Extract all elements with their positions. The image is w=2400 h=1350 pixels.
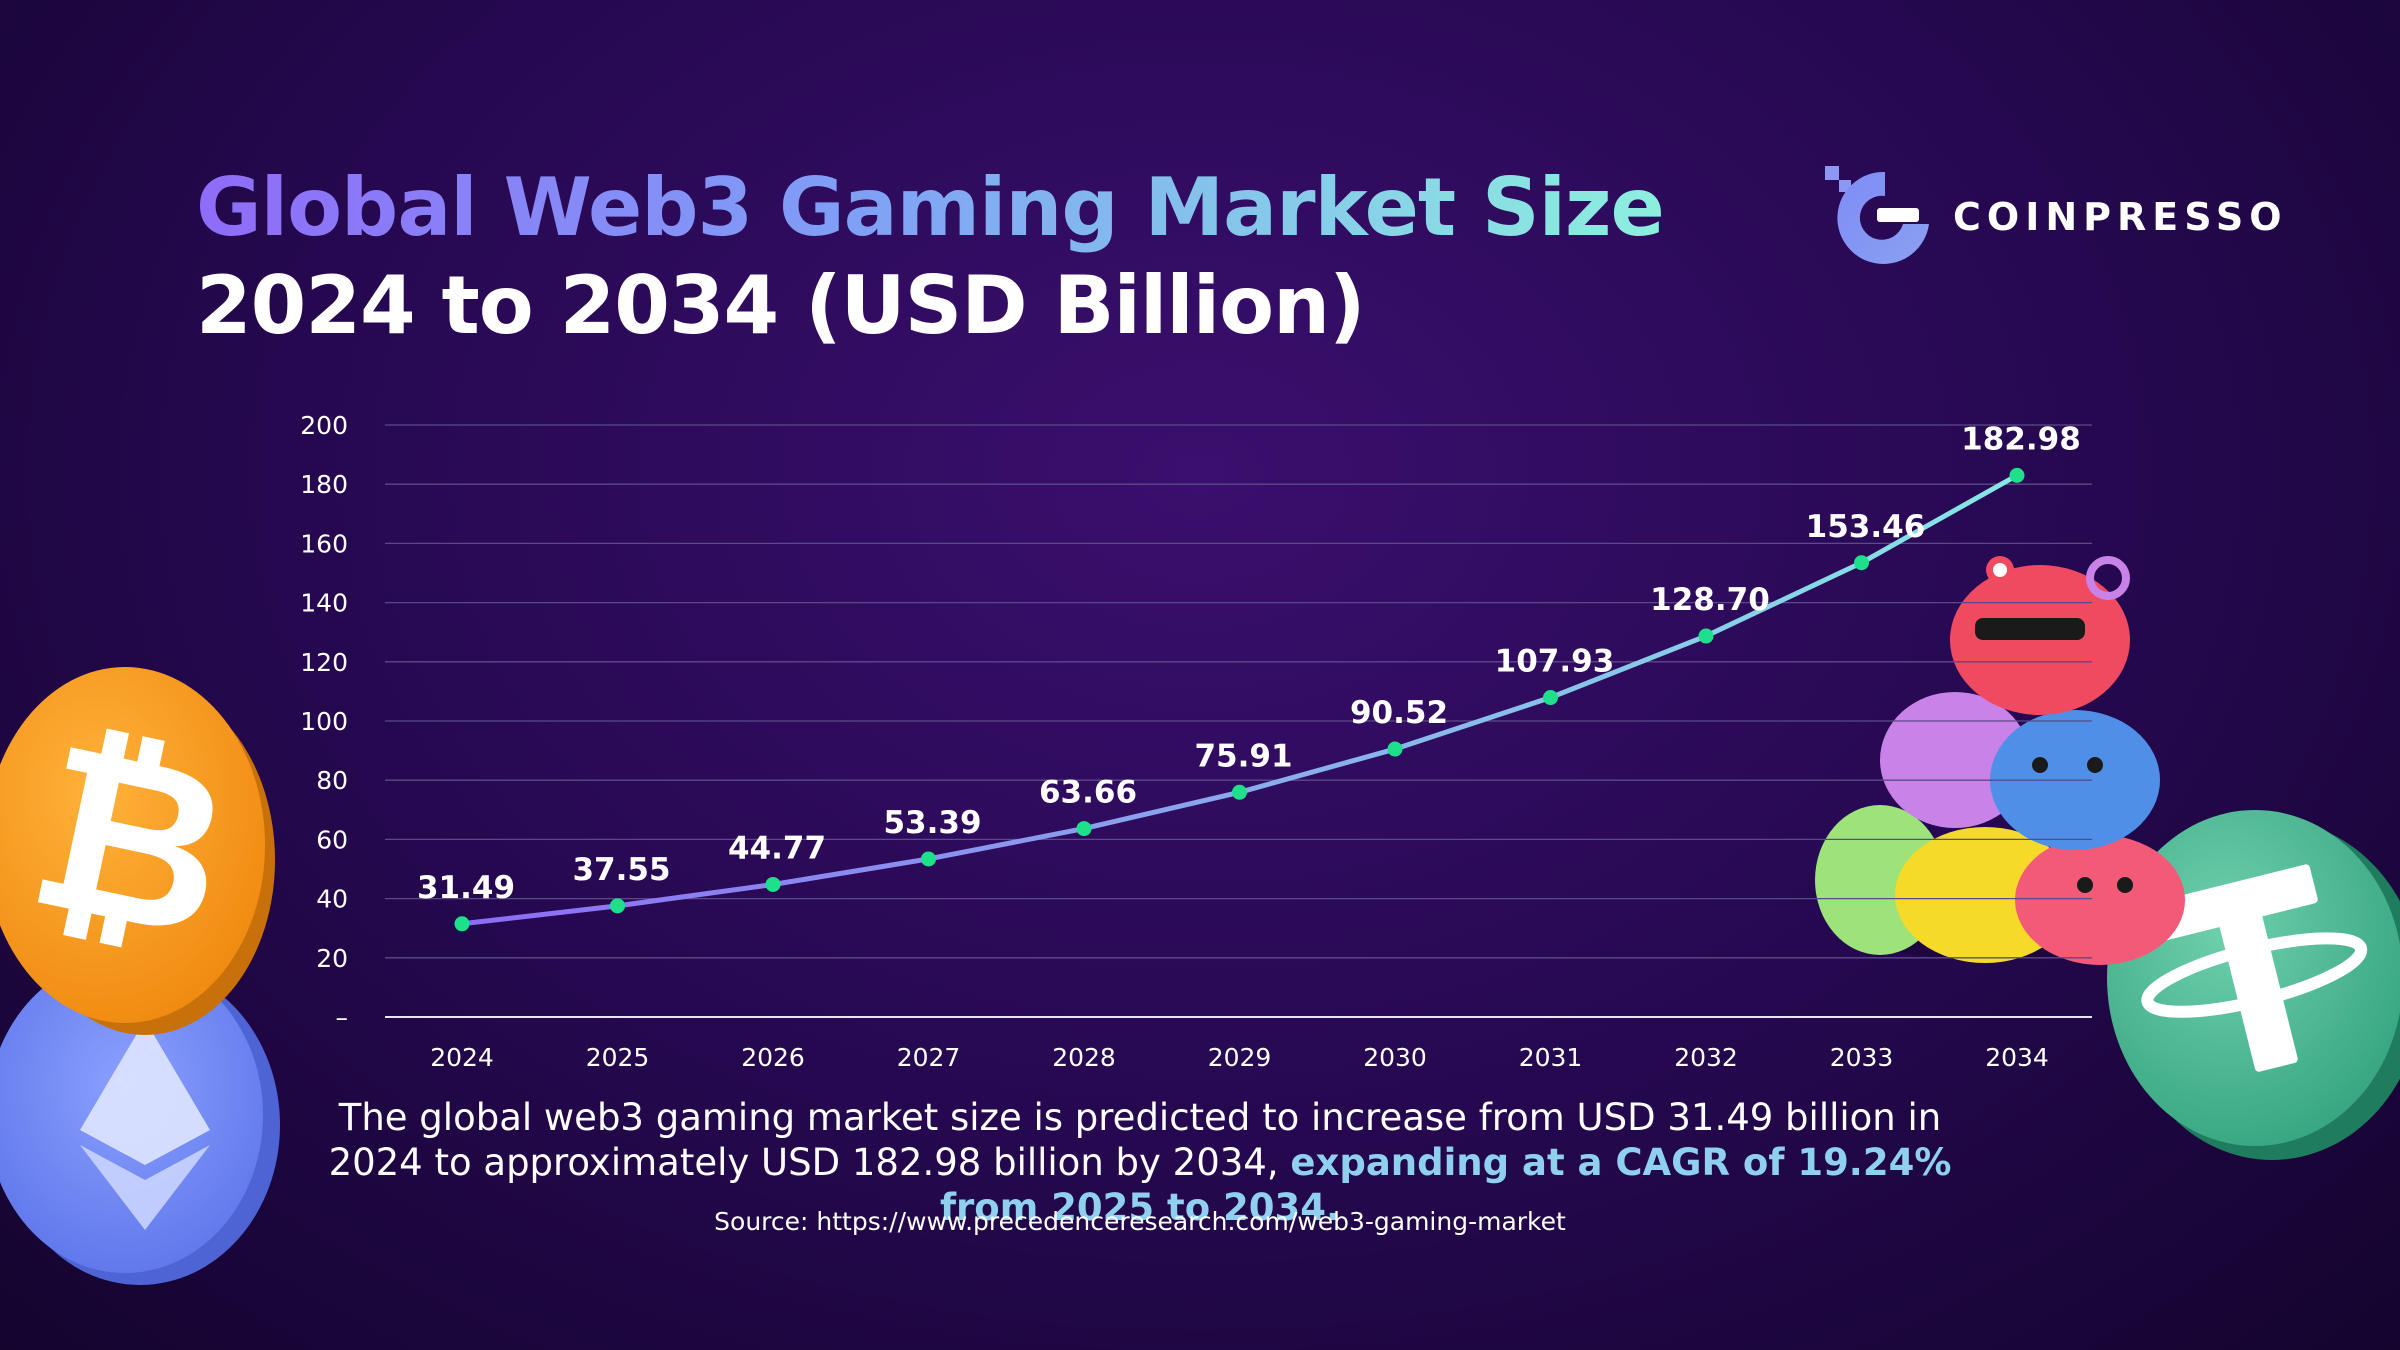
x-tick-label: 2026 [741, 1043, 805, 1072]
y-tick-label: 40 [316, 885, 348, 914]
chart-points [454, 467, 2025, 932]
y-tick-label: 200 [300, 411, 348, 440]
data-label: 75.91 [1194, 738, 1292, 774]
data-label: 37.55 [572, 852, 670, 888]
x-tick-label: 2029 [1208, 1043, 1272, 1072]
brand-name: COINPRESSO [1953, 195, 2288, 239]
y-tick-label: 80 [316, 766, 348, 795]
data-point [610, 898, 625, 914]
source-text: Source: https://www.precedenceresearch.c… [714, 1207, 1566, 1236]
data-label: 128.70 [1650, 582, 1770, 618]
data-label: 182.98 [1961, 421, 2081, 457]
y-tick-label: 180 [300, 470, 348, 499]
data-label: 63.66 [1039, 775, 1137, 811]
coinpresso-logo-icon [1825, 166, 1929, 264]
x-tick-label: 2028 [1052, 1043, 1116, 1072]
x-axis-tick-labels: 2024 2025 2026 2027 2028 2029 2030 2031 2032 2033… [430, 1043, 2049, 1072]
data-label: 53.39 [883, 805, 981, 841]
y-axis-tick-labels: – 20 40 60 80 100 120 140 160 180 200 [300, 411, 348, 1032]
y-tick-label: 120 [300, 648, 348, 677]
y-tick-label: 100 [300, 707, 348, 736]
data-point [1854, 555, 1869, 571]
data-label: 107.93 [1495, 644, 1615, 680]
title-block: Global Web3 Gaming Market Size 2024 to 2… [196, 160, 1665, 356]
data-point [765, 876, 781, 892]
data-label: 90.52 [1350, 695, 1448, 731]
x-tick-label: 2032 [1674, 1043, 1738, 1072]
caption: The global web3 gaming market size is pr… [290, 1095, 1990, 1230]
x-tick-label: 2024 [430, 1043, 494, 1072]
x-tick-label: 2034 [1985, 1043, 2049, 1072]
chart-subtitle: 2024 to 2034 (USD Billion) [196, 259, 1366, 352]
chart-series [459, 472, 2020, 927]
x-tick-label: 2027 [897, 1043, 961, 1072]
x-tick-label: 2025 [586, 1043, 650, 1072]
caption-highlight: expanding at a CAGR of 19.24% from 2025 … [939, 1141, 1952, 1229]
chart-data-labels: 31.49 37.55 44.77 53.39 63.66 75.91 90.52 107.9… [417, 421, 2081, 905]
ethereum-coin-icon [0, 957, 280, 1285]
series-line [459, 472, 2020, 927]
data-point [1232, 784, 1247, 800]
y-tick-label: 140 [300, 589, 348, 618]
x-tick-label: 2030 [1363, 1043, 1427, 1072]
data-point [921, 851, 936, 867]
axie-characters-illustration [1815, 556, 2185, 965]
brand-logo: COINPRESSO [1825, 162, 2288, 272]
caption-text: The global web3 gaming market size is pr… [328, 1096, 1942, 1184]
bitcoin-coin-icon: ₿ [0, 667, 275, 1035]
chart-title: Global Web3 Gaming Market Size [196, 161, 1665, 254]
y-tick-label: 160 [300, 529, 348, 558]
x-tick-label: 2031 [1519, 1043, 1583, 1072]
data-point [1543, 690, 1558, 706]
data-point [454, 916, 470, 932]
x-tick-label: 2033 [1830, 1043, 1894, 1072]
data-label: 44.77 [728, 830, 826, 866]
data-point [1387, 741, 1403, 757]
data-point [2009, 467, 2025, 483]
y-tick-label: 60 [316, 825, 348, 854]
data-label: 153.46 [1806, 509, 1926, 545]
data-point [1076, 821, 1092, 837]
data-point [1698, 628, 1714, 644]
y-tick-label: 20 [316, 944, 348, 973]
data-label: 31.49 [417, 870, 515, 906]
y-tick-label: – [336, 1003, 349, 1032]
